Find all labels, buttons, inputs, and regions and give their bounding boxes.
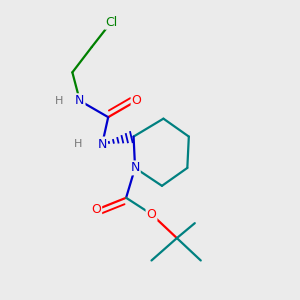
Text: O: O: [91, 203, 101, 216]
Text: N: N: [75, 94, 85, 107]
Text: H: H: [55, 96, 63, 106]
Text: H: H: [74, 139, 82, 149]
Text: N: N: [130, 161, 140, 174]
Text: O: O: [132, 94, 142, 107]
Text: N: N: [98, 137, 107, 151]
Text: O: O: [147, 208, 156, 221]
Text: Cl: Cl: [105, 16, 117, 29]
